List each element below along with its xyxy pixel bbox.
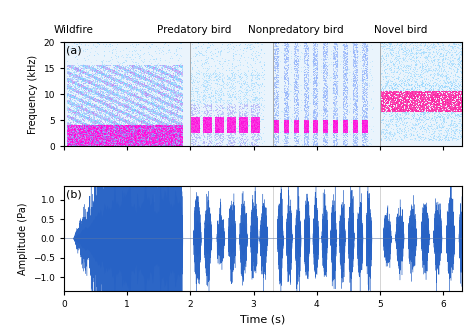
Text: Novel bird: Novel bird bbox=[374, 25, 427, 35]
Y-axis label: Frequency (kHz): Frequency (kHz) bbox=[28, 55, 38, 134]
Text: Predatory bird: Predatory bird bbox=[157, 25, 231, 35]
Text: Wildfire: Wildfire bbox=[54, 25, 93, 35]
Text: (a): (a) bbox=[66, 45, 82, 55]
Text: Nonpredatory bird: Nonpredatory bird bbox=[248, 25, 344, 35]
Text: (b): (b) bbox=[66, 189, 82, 199]
Y-axis label: Amplitude (Pa): Amplitude (Pa) bbox=[18, 202, 27, 275]
X-axis label: Time (s): Time (s) bbox=[240, 314, 286, 324]
